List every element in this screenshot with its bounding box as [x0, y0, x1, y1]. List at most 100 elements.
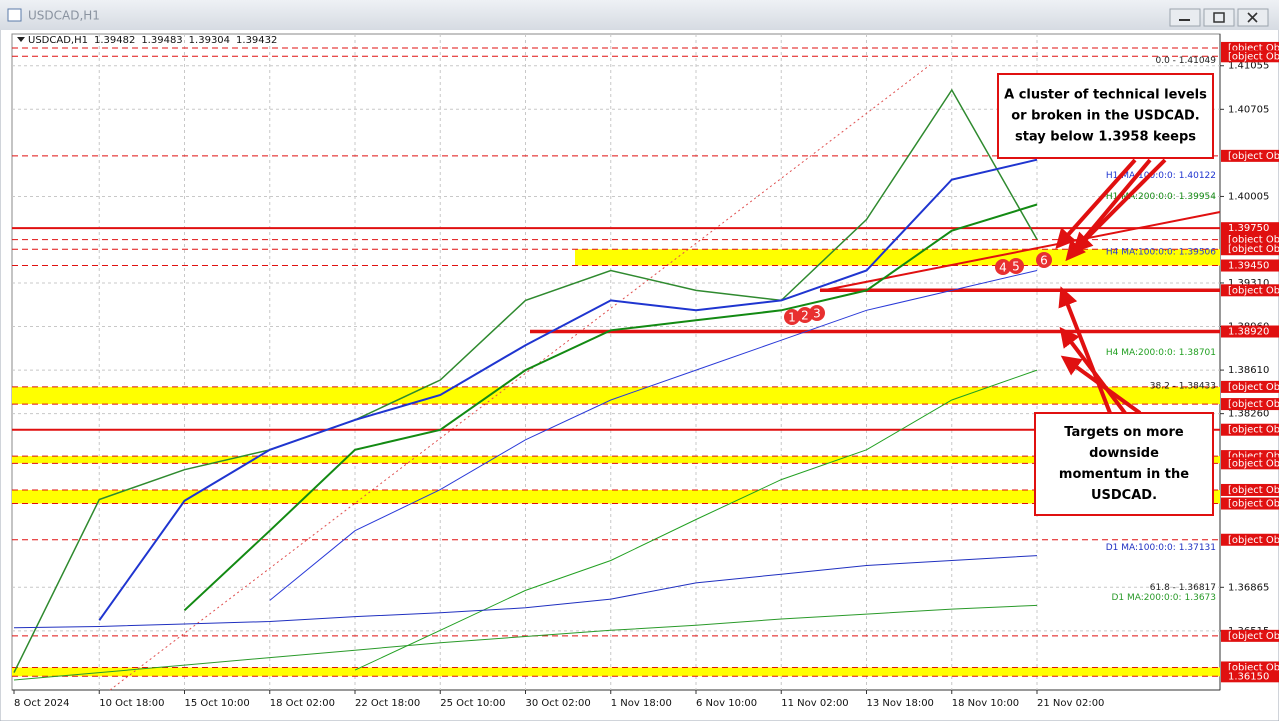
- window-icon: [7, 8, 22, 22]
- marker-label: 2: [801, 309, 809, 323]
- marker-circle: [784, 309, 800, 325]
- marker-circle: [1008, 258, 1024, 274]
- annotation-text: A cluster of technical levels: [1004, 88, 1207, 103]
- level-label: [object Object]: [1228, 631, 1279, 642]
- ohlc-value: 1.39304: [189, 35, 230, 46]
- x-tick-label: 15 Oct 10:00: [185, 698, 250, 709]
- level-label: 1.38920: [1228, 327, 1269, 338]
- indicator-value: 1.39954: [1179, 191, 1216, 201]
- level-label: [object Object]: [1228, 399, 1279, 410]
- level-label: 1.36150: [1228, 671, 1269, 682]
- fibonacci-line: [109, 64, 931, 691]
- level-tag: [1221, 380, 1279, 393]
- level-label: [object Object]: [1228, 535, 1279, 546]
- x-tick-label: 22 Oct 18:00: [355, 698, 420, 709]
- arrows: [1055, 158, 1167, 415]
- x-tick-label: 30 Oct 02:00: [526, 698, 591, 709]
- ohlc-value: 1.39483: [141, 35, 182, 46]
- header-arrow: [17, 37, 25, 42]
- indicator-label: H1 MA:100:0:0: 1.40122: [1106, 170, 1216, 180]
- level-label: [object Object]: [1228, 458, 1279, 469]
- level-label: [object Object]: [1228, 285, 1279, 296]
- level-tag: [1221, 50, 1279, 63]
- window-title: USDCAD,H1: [28, 9, 100, 23]
- symbol: USDCAD,H1: [28, 35, 88, 46]
- annotation-text: Targets on more: [1064, 425, 1184, 440]
- indicator-value: 1.3673: [1185, 593, 1217, 603]
- series-line: [13, 604, 1038, 681]
- annotation-text: momentum in the: [1059, 467, 1189, 482]
- indicator-label: H4 MA:200:0:0: 1.38701: [1106, 347, 1216, 357]
- level-tag: [1221, 423, 1279, 436]
- series-line: [183, 203, 1038, 612]
- support-zone: [12, 386, 1220, 405]
- y-tick-label: 1.40705: [1228, 104, 1269, 115]
- marker-circle: [995, 259, 1011, 275]
- level-label: [object Object]: [1228, 485, 1279, 496]
- annotation-text: or broken in the USDCAD.: [1011, 109, 1200, 124]
- support-zone: [12, 667, 1220, 677]
- level-tag: [1221, 398, 1279, 411]
- level-label: [object Object]: [1228, 51, 1279, 62]
- annotation-text: downside: [1089, 446, 1159, 461]
- x-tick-label: 25 Oct 10:00: [440, 698, 505, 709]
- level-tag: [1221, 222, 1279, 235]
- marker-circle: [809, 305, 825, 321]
- level-label: [object Object]: [1228, 43, 1279, 54]
- fib-label: 38.2 - 1.38433: [1150, 382, 1216, 392]
- x-tick-label: 18 Oct 02:00: [270, 698, 335, 709]
- indicator-name: D1 MA:100:0:0:: [1106, 543, 1176, 553]
- annotation-box: [997, 73, 1214, 159]
- indicator-name: H4 MA:100:0:0:: [1106, 247, 1176, 257]
- level-label: [object Object]: [1228, 425, 1279, 436]
- level-label: [object Object]: [1228, 382, 1279, 393]
- level-label: [object Object]: [1228, 499, 1279, 510]
- ohlc-value: 1.39482: [94, 35, 135, 46]
- y-tick-label: 1.41055: [1228, 61, 1269, 72]
- x-tick-label: 8 Oct 2024: [14, 698, 69, 709]
- series-line: [98, 158, 1038, 621]
- x-tick-label: 10 Oct 18:00: [99, 698, 164, 709]
- level-tag: [1221, 629, 1279, 642]
- level-tag: [1221, 533, 1279, 546]
- indicator-name: D1 MA:200:0:0:: [1111, 593, 1181, 603]
- level-label: 1.39450: [1228, 261, 1269, 272]
- indicator-value: 1.38701: [1179, 347, 1216, 357]
- annotation-box: [1034, 412, 1214, 516]
- marker-circle: [797, 307, 813, 323]
- level-label: [object Object]: [1228, 662, 1279, 673]
- indicator-name: H1 MA:200:0:0:: [1106, 191, 1176, 201]
- indicator-value: 1.39506: [1179, 247, 1216, 257]
- indicator-value: 1.37131: [1179, 543, 1216, 553]
- level-label: 1.39750: [1228, 223, 1269, 234]
- level-label: [object Object]: [1228, 451, 1279, 462]
- minimize-button[interactable]: [1169, 8, 1201, 27]
- annotation-text: USDCAD.: [1091, 488, 1157, 503]
- marker-label: 6: [1040, 254, 1048, 268]
- level-tag: [1221, 670, 1279, 683]
- y-tick-label: 1.38260: [1228, 409, 1269, 420]
- y-tick-label: 1.39310: [1228, 278, 1269, 289]
- maximize-button[interactable]: [1203, 8, 1235, 27]
- level-tag: [1221, 497, 1279, 510]
- x-tick-label: 1 Nov 18:00: [611, 698, 672, 709]
- window-buttons[interactable]: [1169, 8, 1269, 27]
- level-tag: [1221, 284, 1279, 297]
- y-tick-label: 1.38610: [1228, 365, 1269, 376]
- support-zone: [12, 489, 1220, 504]
- level-tag: [1221, 457, 1279, 470]
- level-tag: [1221, 483, 1279, 496]
- x-tick-label: 21 Nov 02:00: [1037, 698, 1104, 709]
- level-tag: [1221, 325, 1279, 338]
- indicator-label: H1 MA:200:0:0: 1.39954: [1106, 191, 1216, 201]
- indicator-name: H4 MA:200:0:0:: [1106, 347, 1176, 357]
- fib-label: 0.0 - 1.41049: [1156, 56, 1217, 66]
- marker-circle: [1036, 252, 1052, 268]
- support-zone: [12, 456, 1220, 464]
- annotation-text: stay below 1.3958 keeps: [1015, 130, 1196, 145]
- indicator-name: H1 MA:100:0:0:: [1106, 170, 1176, 180]
- marker-label: 3: [813, 307, 821, 321]
- fib-label: 61.8 - 1.36817: [1150, 583, 1216, 593]
- level-tag: [1221, 149, 1279, 162]
- symbol-header: USDCAD,H1 1.39482 1.39483 1.39304 1.39432: [28, 35, 277, 46]
